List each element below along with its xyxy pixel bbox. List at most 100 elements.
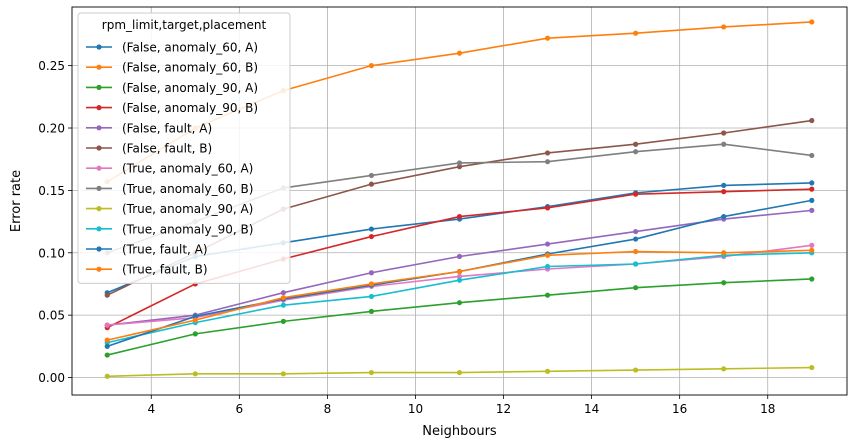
legend-item: (True, anomaly_90, B) (86, 222, 253, 236)
legend-item: (True, anomaly_60, B) (86, 182, 253, 196)
legend-item: (False, anomaly_60, B) (86, 61, 258, 75)
data-point (633, 248, 639, 255)
y-tick-label: 0.25 (38, 59, 65, 73)
data-point (280, 318, 286, 324)
legend-label: (True, anomaly_60, B) (122, 182, 253, 196)
x-axis-label: Neighbours (422, 424, 497, 439)
data-point (280, 295, 286, 301)
data-point (544, 292, 551, 298)
x-tick-label: 14 (584, 402, 599, 416)
data-point (809, 276, 815, 282)
y-tick-label: 0.10 (38, 246, 65, 260)
x-tick-label: 4 (147, 402, 155, 416)
data-point (456, 369, 463, 376)
y-axis-ticks: 0.00 0.05 0.10 0.15 0.20 0.25 (38, 59, 72, 385)
data-point (368, 308, 375, 315)
legend-item: (True, anomaly_90, A) (86, 202, 253, 216)
data-point (368, 63, 375, 69)
data-point (721, 250, 727, 256)
legend-marker (96, 165, 102, 171)
data-point (721, 366, 727, 372)
data-point (721, 189, 727, 195)
legend-label: (False, anomaly_90, A) (122, 81, 258, 95)
legend-marker (96, 145, 102, 151)
y-tick-label: 0.15 (38, 184, 65, 198)
data-point (633, 261, 639, 267)
x-tick-label: 6 (236, 402, 244, 416)
data-point (633, 236, 639, 242)
y-tick-label: 0.05 (38, 309, 65, 323)
data-point (809, 242, 815, 248)
legend-marker (96, 246, 102, 252)
data-point (809, 186, 815, 192)
data-point (192, 317, 198, 323)
legend-item: (False, fault, A) (86, 121, 212, 135)
x-tick-label: 12 (496, 402, 511, 416)
series-3 (104, 276, 815, 358)
data-point (456, 160, 463, 166)
data-point (544, 150, 551, 156)
data-point (809, 207, 815, 213)
legend-label: (False, anomaly_60, A) (122, 41, 258, 55)
legend-label: (True, anomaly_60, A) (122, 162, 253, 176)
legend-marker (96, 64, 102, 70)
legend-marker (96, 105, 102, 111)
data-point (456, 300, 463, 306)
data-point (721, 280, 727, 286)
legend-label: (False, fault, B) (122, 142, 212, 156)
legend-label: (False, fault, A) (122, 121, 212, 135)
data-point (192, 313, 198, 320)
data-point (104, 352, 110, 358)
legend-item: (True, fault, B) (86, 263, 208, 277)
data-point (368, 270, 375, 276)
data-point (368, 172, 375, 179)
data-point (456, 268, 463, 275)
x-axis-ticks: 4 6 8 10 12 14 16 18 (147, 395, 775, 416)
data-point (280, 302, 286, 308)
legend-label: (True, fault, B) (122, 263, 208, 277)
series-12 (104, 247, 815, 343)
data-point (104, 337, 110, 343)
data-point (721, 182, 727, 189)
data-point (633, 285, 639, 291)
legend-label: (True, fault, A) (122, 243, 208, 257)
data-point (721, 213, 727, 220)
x-tick-label: 8 (324, 402, 332, 416)
data-point (721, 130, 727, 136)
legend-marker (96, 206, 102, 212)
data-point (809, 152, 815, 159)
data-point (192, 331, 198, 337)
data-point (721, 24, 727, 30)
legend-label: (True, anomaly_90, B) (122, 222, 253, 236)
data-point (544, 263, 551, 270)
data-point (456, 50, 463, 56)
data-point (280, 290, 286, 296)
y-tick-label: 0.00 (38, 371, 65, 385)
data-point (104, 373, 110, 379)
legend-item: (True, anomaly_60, A) (86, 162, 253, 176)
data-point (633, 367, 639, 373)
data-point (368, 226, 375, 232)
legend-item: (False, fault, B) (86, 142, 212, 156)
x-tick-label: 10 (408, 402, 423, 416)
data-point (809, 247, 815, 253)
data-point (456, 273, 463, 280)
data-point (456, 213, 463, 220)
legend: rpm_limit,target,placement (False, anomal… (77, 12, 291, 284)
data-point (721, 141, 727, 147)
legend-item: (True, fault, A) (86, 243, 208, 257)
plot-frame (71, 6, 848, 396)
data-point (104, 343, 110, 349)
data-point (104, 322, 110, 328)
data-point (809, 117, 815, 124)
data-point (368, 233, 375, 240)
data-point (544, 35, 551, 41)
legend-box (77, 12, 291, 284)
data-point (633, 149, 639, 155)
legend-marker (96, 44, 102, 50)
data-point (544, 368, 551, 374)
data-point (633, 30, 639, 36)
data-point (456, 253, 463, 260)
legend-item: (False, anomaly_90, B) (86, 101, 258, 115)
